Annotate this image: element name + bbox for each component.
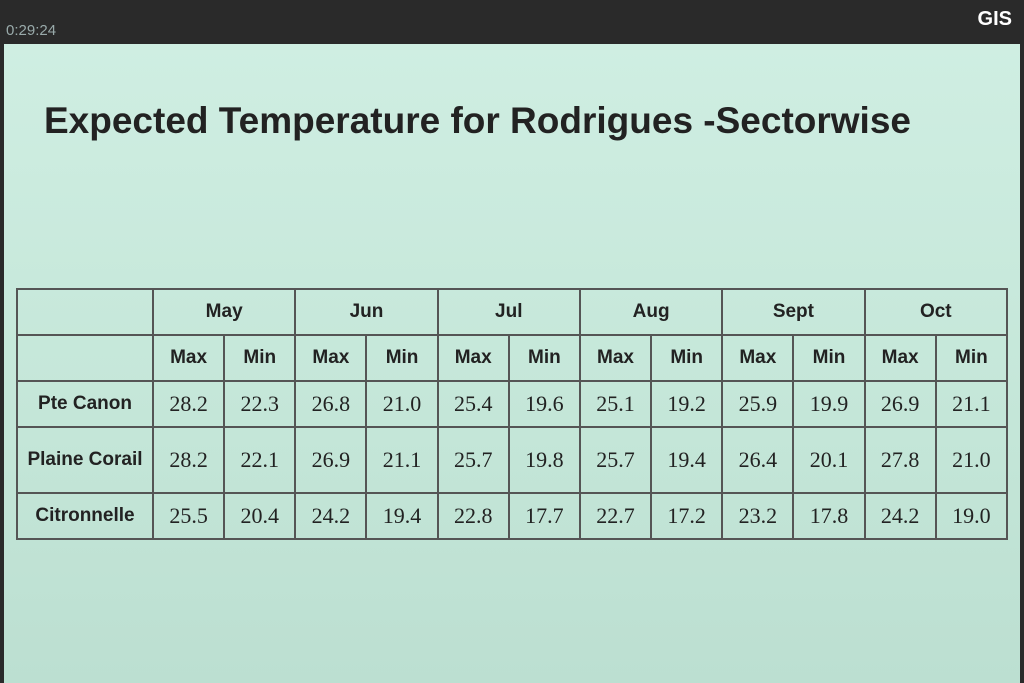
- value-cell: 25.7: [578, 426, 653, 494]
- month-header: May: [151, 288, 297, 336]
- value-cell: 19.4: [650, 426, 724, 494]
- value-cell: 22.1: [223, 426, 297, 494]
- sub-header: Max: [294, 334, 368, 382]
- value-cell: 22.7: [578, 492, 653, 540]
- sub-header: Max: [721, 334, 795, 382]
- month-header: Aug: [578, 288, 724, 336]
- data-row: Plaine Corail 28.2 22.1 26.9 21.1 25.7 19.8 25.…: [16, 426, 1009, 494]
- value-cell: 24.2: [863, 492, 937, 540]
- value-cell: 19.6: [507, 380, 581, 428]
- row-label: Pte Canon: [16, 380, 154, 428]
- value-cell: 22.3: [223, 380, 297, 428]
- value-cell: 26.9: [294, 426, 368, 494]
- value-cell: 25.9: [721, 380, 795, 428]
- month-header: Oct: [863, 288, 1009, 336]
- subheader-row: Max Min Max Min Max Min Max Min Max Min Max Min: [16, 334, 1009, 382]
- logo: GIS: [977, 8, 1012, 30]
- value-cell: 21.0: [365, 380, 439, 428]
- value-cell: 19.2: [650, 380, 724, 428]
- sub-header: Min: [934, 334, 1009, 382]
- timer: 0:29:24: [6, 22, 57, 39]
- sub-header: Max: [578, 334, 653, 382]
- value-cell: 26.9: [863, 380, 937, 428]
- value-cell: 21.1: [934, 380, 1009, 428]
- corner-cell: [16, 288, 154, 336]
- header-row: May Jun Jul Aug Sept Oct: [16, 288, 1009, 336]
- value-cell: 23.2: [721, 492, 795, 540]
- sub-header: Min: [507, 334, 581, 382]
- value-cell: 19.8: [507, 426, 581, 494]
- value-cell: 17.2: [650, 492, 724, 540]
- value-cell: 28.2: [151, 380, 226, 428]
- value-cell: 26.8: [294, 380, 368, 428]
- value-cell: 21.1: [365, 426, 439, 494]
- sub-header: Max: [863, 334, 937, 382]
- value-cell: 25.5: [151, 492, 226, 540]
- value-cell: 26.4: [721, 426, 795, 494]
- value-cell: 25.4: [436, 380, 510, 428]
- data-row: Pte Canon 28.2 22.3 26.8 21.0 25.4 19.6 25.1 19.…: [16, 380, 1009, 428]
- value-cell: 20.4: [223, 492, 297, 540]
- value-cell: 25.7: [436, 426, 510, 494]
- sub-header: Min: [223, 334, 297, 382]
- row-label: Citronnelle: [16, 492, 154, 540]
- value-cell: 19.0: [934, 492, 1009, 540]
- value-cell: 28.2: [151, 426, 226, 494]
- value-cell: 25.1: [578, 380, 653, 428]
- value-cell: 19.4: [365, 492, 439, 540]
- sub-header: Min: [650, 334, 724, 382]
- sub-header: Min: [792, 334, 866, 382]
- value-cell: 20.1: [792, 426, 866, 494]
- temperature-table: May Jun Jul Aug Sept Oct Max Min Max Min Max Min Max…: [16, 288, 1009, 540]
- sub-header: Max: [436, 334, 510, 382]
- value-cell: 19.9: [792, 380, 866, 428]
- value-cell: 27.8: [863, 426, 937, 494]
- value-cell: 22.8: [436, 492, 510, 540]
- slide: Expected Temperature for Rodrigues -Sect…: [4, 44, 1020, 683]
- value-cell: 17.7: [507, 492, 581, 540]
- month-header: Jul: [436, 288, 581, 336]
- month-header: Jun: [294, 288, 439, 336]
- value-cell: 17.8: [792, 492, 866, 540]
- sub-header: Max: [151, 334, 226, 382]
- data-row: Citronnelle 25.5 20.4 24.2 19.4 22.8 17.7 22.7 1…: [16, 492, 1009, 540]
- corner-cell: [16, 334, 154, 382]
- value-cell: 21.0: [934, 426, 1009, 494]
- row-label: Plaine Corail: [16, 426, 154, 494]
- slide-title: Expected Temperature for Rodrigues -Sect…: [44, 100, 911, 141]
- month-header: Sept: [721, 288, 866, 336]
- value-cell: 24.2: [294, 492, 368, 540]
- sub-header: Min: [365, 334, 439, 382]
